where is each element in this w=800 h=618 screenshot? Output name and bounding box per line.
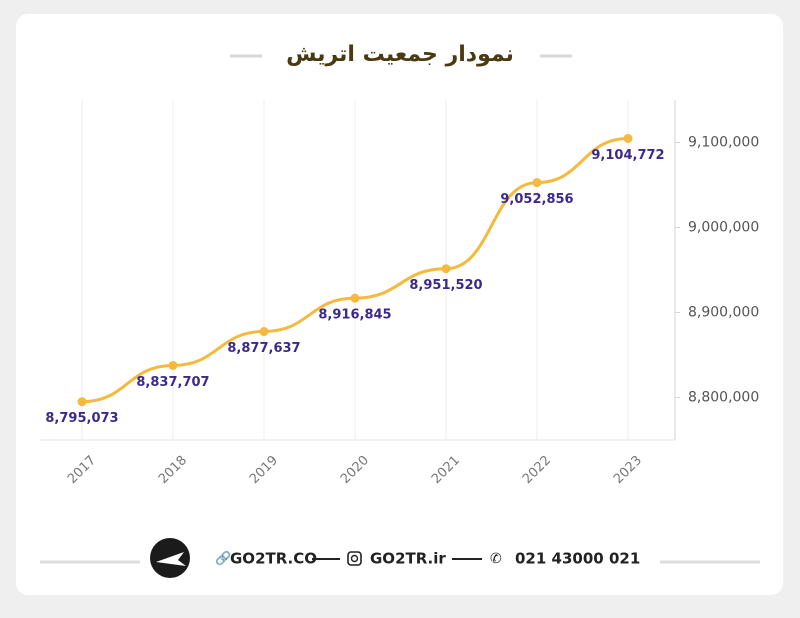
y-tick-label: 9,100,000: [688, 135, 759, 151]
instagram: GO2TR.ir: [370, 550, 446, 568]
point: [168, 360, 178, 370]
value-label: 8,837,707: [136, 375, 209, 390]
y-tick-label: 8,900,000: [688, 305, 759, 321]
instagram-icon-lens: [350, 554, 359, 563]
phone: 021 43000 021: [515, 550, 640, 568]
value-label: 8,951,520: [409, 278, 482, 293]
instagram-icon: [347, 551, 362, 566]
website: GO2TR.CO: [230, 550, 317, 568]
card: [16, 14, 783, 595]
y-tick-label: 9,000,000: [688, 220, 759, 236]
logo-plane: [156, 552, 186, 566]
point: [259, 327, 269, 337]
y-tick-label: 8,800,000: [688, 390, 759, 406]
point: [350, 293, 360, 303]
point: [441, 264, 451, 274]
link-icon: 🔗: [215, 550, 231, 567]
value-label: 8,916,845: [318, 308, 391, 323]
value-label: 9,104,772: [591, 148, 664, 163]
chart-title: نمودار جمعیت اتریش: [286, 42, 514, 67]
phone-icon: ✆: [490, 551, 502, 567]
footer: 🔗 GO2TR.CO GO2TR.ir ✆ 021 43000 021: [40, 538, 760, 578]
value-label: 9,052,856: [500, 192, 573, 207]
point: [77, 397, 87, 407]
point: [623, 133, 633, 143]
value-label: 8,795,073: [45, 411, 118, 426]
point: [532, 178, 542, 188]
value-label: 8,877,637: [227, 341, 300, 356]
